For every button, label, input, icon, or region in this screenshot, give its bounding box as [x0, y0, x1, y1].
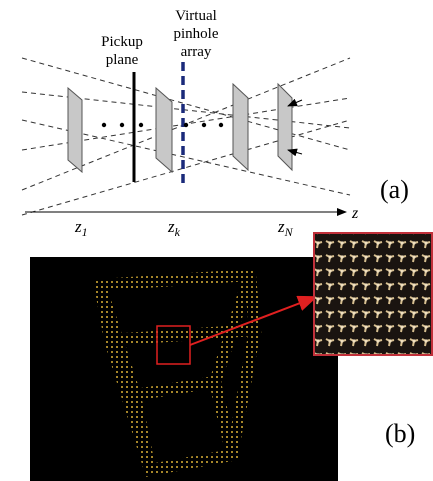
panel-label: (b) — [385, 419, 415, 448]
position-label: zk — [167, 217, 181, 239]
figure: Pickupplane Virtualpinholearray (a) z z1… — [0, 0, 433, 481]
image-planes — [68, 84, 292, 172]
position-sub: N — [284, 225, 294, 239]
position-sub: k — [175, 225, 181, 239]
panel-label: (a) — [380, 175, 409, 204]
position-label: zN — [277, 217, 294, 239]
position-labels: z1 zk zN — [74, 217, 294, 239]
zoom-inset — [314, 233, 432, 355]
position-sub: 1 — [82, 225, 88, 239]
axis-label: z — [351, 205, 359, 222]
reconstructed-image — [30, 257, 338, 481]
position-label: z1 — [74, 217, 88, 239]
